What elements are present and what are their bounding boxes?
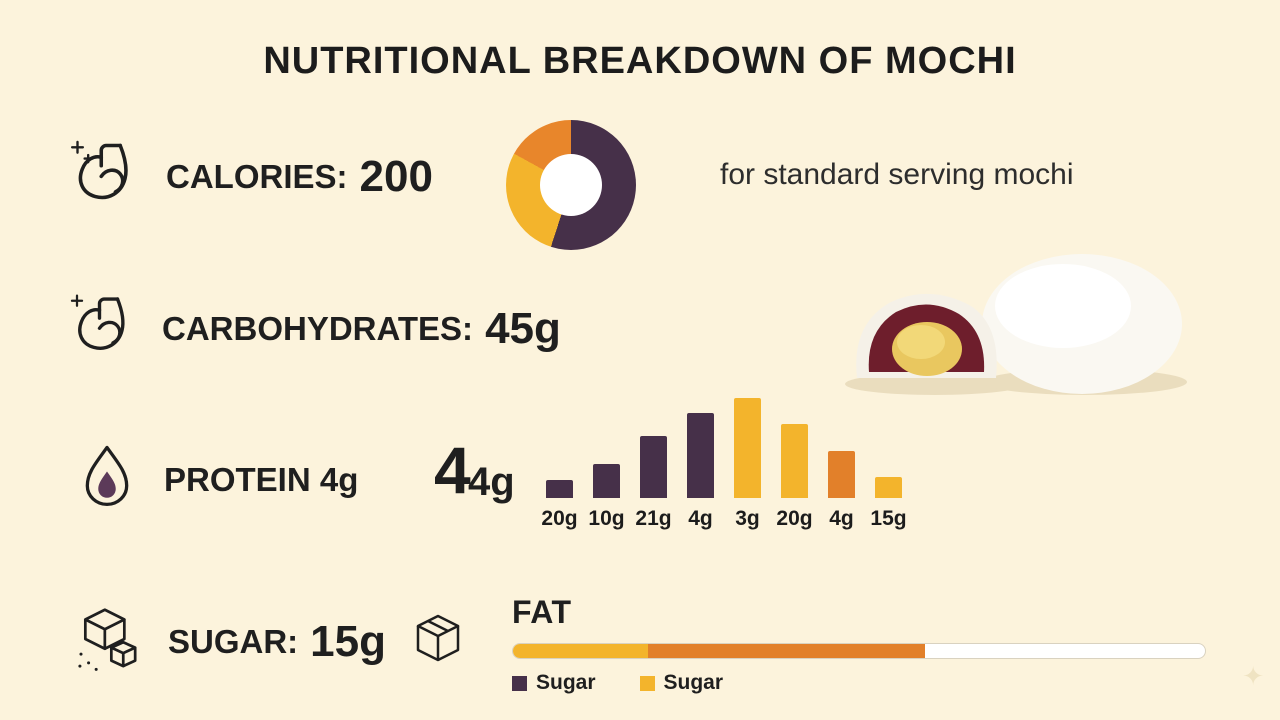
bar-column: 10g xyxy=(583,464,630,531)
fat-progress-track xyxy=(512,643,1206,659)
protein-label: PROTEIN 4g xyxy=(164,460,359,498)
protein-unit-value: 4g xyxy=(468,460,515,504)
bar-label: 10g xyxy=(588,507,625,530)
bar-column: 20g xyxy=(771,424,818,531)
sugar-row: SUGAR: 15g xyxy=(68,600,386,683)
bar xyxy=(734,398,761,498)
bar-label: 15g xyxy=(870,507,907,530)
bar xyxy=(828,451,855,498)
sparkle-watermark-icon: ✦ xyxy=(1242,661,1264,691)
donut-hole xyxy=(540,154,602,216)
mochi-illustration xyxy=(795,246,1195,411)
legend-swatch xyxy=(512,675,527,691)
bar xyxy=(593,464,620,498)
bar-label: 4g xyxy=(829,507,854,530)
serving-note: for standard serving mochi xyxy=(720,158,1074,191)
bar-column: 4g xyxy=(818,451,865,531)
fat-section: FAT Sugar Sugar xyxy=(512,594,1206,695)
sugar-cubes-icon xyxy=(68,600,146,683)
fat-label: FAT xyxy=(512,594,572,630)
bar-label: 20g xyxy=(776,507,813,530)
bar-column: 20g xyxy=(536,480,583,531)
bar xyxy=(875,477,902,498)
sugar-value: 15g xyxy=(310,616,386,666)
calories-donut-chart xyxy=(506,120,636,250)
bar-column: 21g xyxy=(630,436,677,531)
carbohydrates-value: 45g xyxy=(485,303,561,353)
carbohydrates-label: CARBOHYDRATES: xyxy=(162,309,474,347)
nutrient-bar-chart: 20g 10g 21g 4g 3g 20g 4g 15g xyxy=(536,398,912,531)
bar xyxy=(546,480,573,498)
bar-label: 20g xyxy=(541,507,578,530)
bar-label: 21g xyxy=(635,507,672,530)
legend-label: Sugar xyxy=(536,671,596,694)
bar-column: 3g xyxy=(724,398,771,531)
sugar-label: SUGAR: xyxy=(168,622,299,660)
chart-legend: Sugar Sugar xyxy=(512,671,1206,695)
bar xyxy=(640,436,667,498)
progress-segment xyxy=(647,644,925,658)
legend-item: Sugar xyxy=(639,671,724,695)
page-title: NUTRITIONAL BREAKDOWN OF MOCHI xyxy=(263,40,1017,82)
calories-label: CALORIES: xyxy=(166,157,348,195)
flexed-bicep-icon xyxy=(68,290,140,367)
progress-segment xyxy=(513,644,648,658)
protein-row: PROTEIN 4g xyxy=(72,442,358,517)
legend-label: Sugar xyxy=(663,671,724,694)
box-icon xyxy=(406,606,470,675)
carbohydrates-row: CARBOHYDRATES: 45g xyxy=(68,290,561,367)
flame-drop-icon xyxy=(72,442,142,517)
flexed-bicep-icon xyxy=(68,136,144,217)
legend-swatch xyxy=(639,675,655,691)
bar-label: 4g xyxy=(688,507,713,530)
bar xyxy=(781,424,808,498)
bar-label: 3g xyxy=(735,507,760,530)
bar-column: 15g xyxy=(865,477,912,531)
bar xyxy=(687,413,714,498)
legend-item: Sugar xyxy=(512,671,596,695)
bar-column: 4g xyxy=(677,413,724,531)
calories-value: 200 xyxy=(359,151,433,201)
calories-row: CALORIES: 200 xyxy=(68,136,433,217)
protein-big-value: 4 xyxy=(434,433,471,507)
